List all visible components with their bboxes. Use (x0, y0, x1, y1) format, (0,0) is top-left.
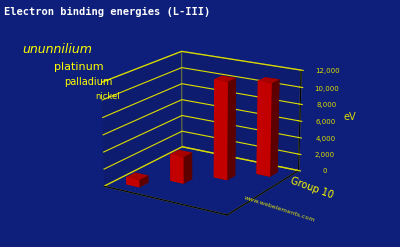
Text: nickel: nickel (95, 92, 120, 101)
Text: www.webelements.com: www.webelements.com (244, 196, 316, 223)
Text: palladium: palladium (64, 77, 112, 86)
Text: ununnilium: ununnilium (22, 43, 92, 56)
Text: Electron binding energies (L-III): Electron binding energies (L-III) (4, 7, 210, 18)
Text: Group 10: Group 10 (289, 175, 335, 200)
Text: platinum: platinum (54, 62, 104, 72)
